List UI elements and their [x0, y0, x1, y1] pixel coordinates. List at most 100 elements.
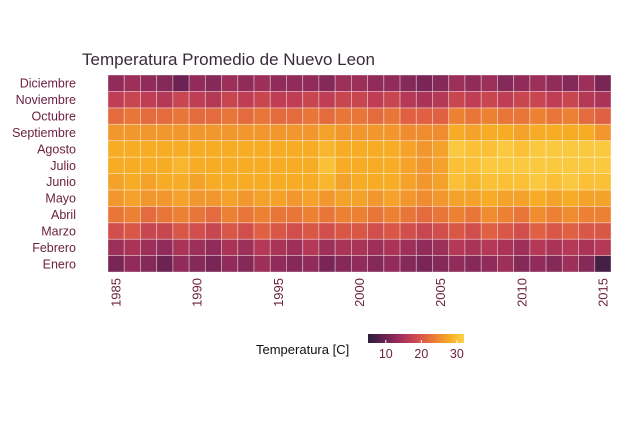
heatmap-cell-septiembre-2007	[465, 124, 481, 140]
heatmap-cell-julio-2006	[449, 157, 465, 173]
heatmap-cell-agosto-1990	[189, 141, 205, 157]
heatmap-cell-marzo-1987	[140, 223, 156, 239]
heatmap-cell-enero-2010	[514, 256, 530, 272]
heatmap-cell-febrero-2000	[351, 239, 367, 255]
heatmap-cell-agosto-2014	[579, 141, 595, 157]
heatmap-cell-octubre-1987	[140, 108, 156, 124]
heatmap-cell-agosto-2015	[595, 141, 611, 157]
heatmap-cell-mayo-2008	[481, 190, 497, 206]
heatmap-cell-octubre-1990	[189, 108, 205, 124]
heatmap-cell-agosto-2011	[530, 141, 546, 157]
heatmap-cell-marzo-1990	[189, 223, 205, 239]
heatmap-cell-julio-2007	[465, 157, 481, 173]
heatmap-cell-julio-2004	[416, 157, 432, 173]
legend-colorbar	[368, 334, 464, 343]
year-label-1990: 1990	[190, 278, 205, 307]
heatmap-cell-noviembre-2006	[449, 91, 465, 107]
heatmap-cell-noviembre-2004	[416, 91, 432, 107]
year-label-2000: 2000	[352, 278, 367, 307]
heatmap-cell-diciembre-1992	[222, 75, 238, 91]
heatmap-cell-marzo-1991	[205, 223, 221, 239]
heatmap-cell-abril-1999	[335, 206, 351, 222]
heatmap-cell-abril-2007	[465, 206, 481, 222]
heatmap-cell-octubre-1991	[205, 108, 221, 124]
heatmap-cell-noviembre-2009	[497, 91, 513, 107]
heatmap-cell-octubre-2010	[514, 108, 530, 124]
heatmap-cell-julio-2012	[546, 157, 562, 173]
heatmap-cell-julio-2010	[514, 157, 530, 173]
heatmap-cell-mayo-2000	[351, 190, 367, 206]
heatmap-cell-abril-1988	[157, 206, 173, 222]
heatmap-cell-abril-1985	[108, 206, 124, 222]
heatmap-cell-septiembre-2000	[351, 124, 367, 140]
heatmap-cell-febrero-2009	[497, 239, 513, 255]
heatmap-cell-octubre-2000	[351, 108, 367, 124]
heatmap-cell-septiembre-1988	[157, 124, 173, 140]
heatmap-cell-septiembre-1996	[286, 124, 302, 140]
heatmap-cell-enero-1986	[124, 256, 140, 272]
heatmap-cell-septiembre-2010	[514, 124, 530, 140]
heatmap-cells	[108, 75, 611, 272]
heatmap-cell-julio-1985	[108, 157, 124, 173]
heatmap-cell-septiembre-1992	[222, 124, 238, 140]
heatmap-cell-octubre-2005	[433, 108, 449, 124]
heatmap-cell-octubre-1994	[254, 108, 270, 124]
heatmap-cell-julio-2002	[384, 157, 400, 173]
heatmap-cell-abril-1991	[205, 206, 221, 222]
heatmap-cell-noviembre-2007	[465, 91, 481, 107]
heatmap-cell-marzo-2007	[465, 223, 481, 239]
heatmap-cell-mayo-2015	[595, 190, 611, 206]
heatmap-cell-enero-2002	[384, 256, 400, 272]
heatmap-cell-septiembre-2005	[433, 124, 449, 140]
heatmap-cell-septiembre-2009	[497, 124, 513, 140]
heatmap-cell-mayo-1988	[157, 190, 173, 206]
heatmap-cell-abril-2003	[400, 206, 416, 222]
heatmap-cell-agosto-1997	[303, 141, 319, 157]
heatmap-cell-septiembre-1989	[173, 124, 189, 140]
month-label-octubre: Octubre	[32, 110, 77, 124]
heatmap-cell-marzo-1997	[303, 223, 319, 239]
heatmap-cell-junio-1989	[173, 174, 189, 190]
heatmap-cell-octubre-1998	[319, 108, 335, 124]
heatmap-cell-julio-1995	[270, 157, 286, 173]
heatmap-cell-noviembre-1997	[303, 91, 319, 107]
heatmap-cell-noviembre-1993	[238, 91, 254, 107]
month-label-febrero: Febrero	[32, 241, 76, 255]
heatmap-cell-agosto-1992	[222, 141, 238, 157]
heatmap-cell-diciembre-1990	[189, 75, 205, 91]
heatmap-cell-julio-2001	[368, 157, 384, 173]
heatmap-cell-mayo-2006	[449, 190, 465, 206]
heatmap-cell-enero-2015	[595, 256, 611, 272]
heatmap-cell-junio-2010	[514, 174, 530, 190]
heatmap-cell-julio-2013	[562, 157, 578, 173]
heatmap-cell-abril-1992	[222, 206, 238, 222]
heatmap-cell-marzo-2005	[433, 223, 449, 239]
heatmap-cell-septiembre-1994	[254, 124, 270, 140]
heatmap-cell-mayo-1986	[124, 190, 140, 206]
heatmap-cell-enero-2008	[481, 256, 497, 272]
heatmap-cell-julio-1986	[124, 157, 140, 173]
heatmap-cell-noviembre-2012	[546, 91, 562, 107]
heatmap-cell-noviembre-1999	[335, 91, 351, 107]
heatmap-cell-octubre-2013	[562, 108, 578, 124]
heatmap-cell-julio-2011	[530, 157, 546, 173]
heatmap-cell-abril-1993	[238, 206, 254, 222]
heatmap-cell-agosto-1989	[173, 141, 189, 157]
heatmap-cell-julio-1992	[222, 157, 238, 173]
heatmap-cell-abril-1997	[303, 206, 319, 222]
heatmap-cell-septiembre-1998	[319, 124, 335, 140]
heatmap-cell-mayo-2002	[384, 190, 400, 206]
heatmap-cell-septiembre-1993	[238, 124, 254, 140]
heatmap-cell-septiembre-2012	[546, 124, 562, 140]
heatmap-cell-noviembre-1985	[108, 91, 124, 107]
heatmap-cell-marzo-1989	[173, 223, 189, 239]
heatmap-cell-julio-2005	[433, 157, 449, 173]
heatmap-cell-mayo-1991	[205, 190, 221, 206]
year-labels: 1985 1990 1995 2000 2005 2010 2015	[109, 278, 611, 307]
heatmap-cell-enero-1992	[222, 256, 238, 272]
heatmap-cell-agosto-2000	[351, 141, 367, 157]
heatmap-cell-agosto-1995	[270, 141, 286, 157]
heatmap-cell-julio-1991	[205, 157, 221, 173]
heatmap-cell-junio-1985	[108, 174, 124, 190]
